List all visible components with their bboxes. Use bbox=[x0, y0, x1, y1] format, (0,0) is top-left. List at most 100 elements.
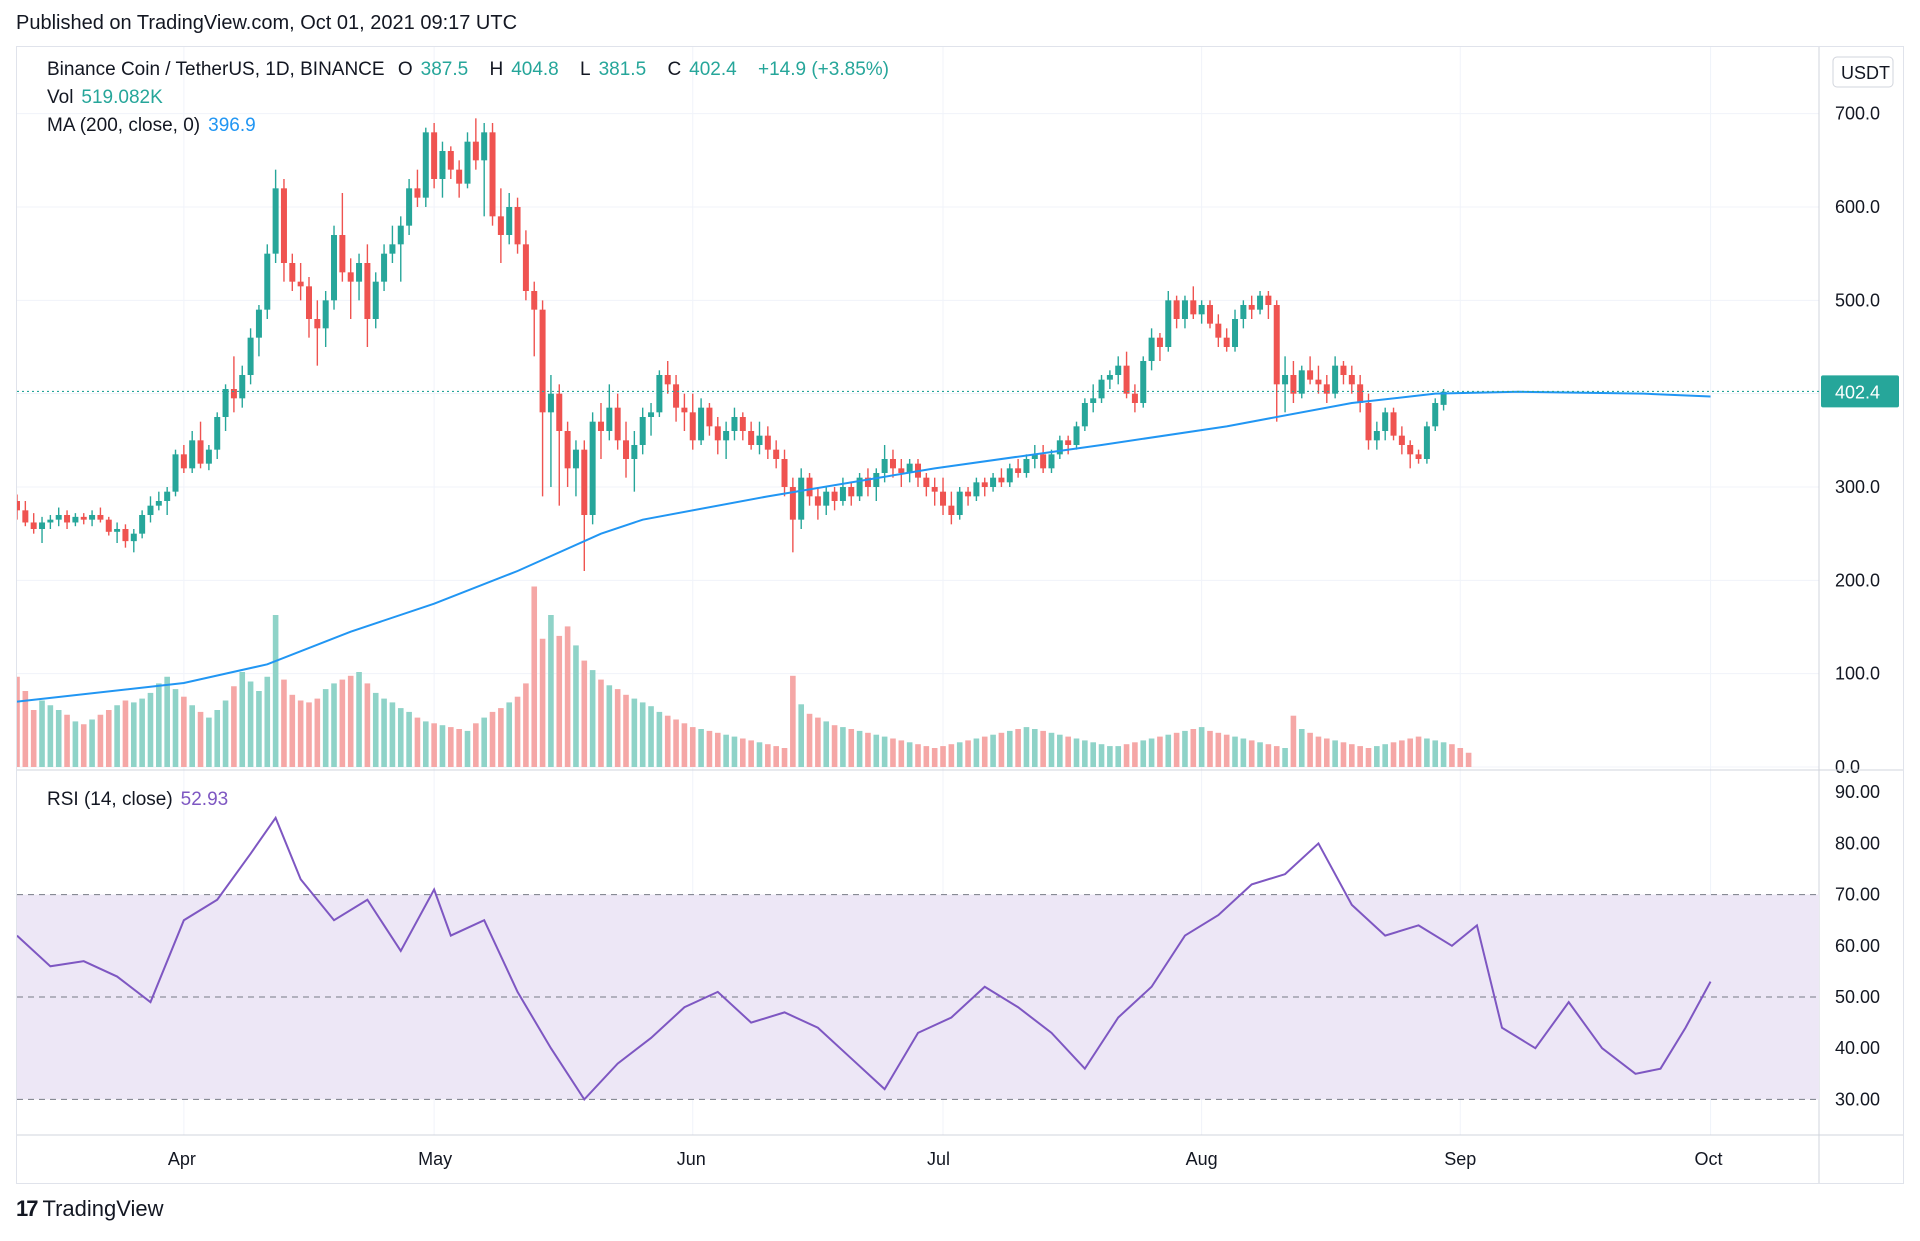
volume-bar bbox=[614, 689, 621, 767]
candle-body bbox=[1240, 305, 1247, 319]
volume-bar bbox=[1240, 738, 1247, 767]
candle-body bbox=[1215, 323, 1222, 338]
volume-bar bbox=[931, 748, 938, 767]
candle-body bbox=[614, 407, 621, 441]
volume-bar bbox=[539, 638, 546, 767]
candle-body bbox=[1006, 468, 1013, 483]
candle-body bbox=[130, 533, 137, 542]
candle-body bbox=[1257, 295, 1264, 310]
volume-bar bbox=[80, 724, 87, 767]
candle-body bbox=[1432, 403, 1439, 427]
candle-body bbox=[272, 188, 279, 254]
candle-body bbox=[414, 188, 421, 198]
volume-bar bbox=[1407, 738, 1414, 767]
volume-bar bbox=[1140, 740, 1147, 767]
candle-body bbox=[347, 272, 354, 282]
volume-bar bbox=[514, 696, 521, 767]
rsi-tick-label: 40.00 bbox=[1835, 1038, 1880, 1058]
candle-body bbox=[873, 473, 880, 487]
candle-body bbox=[623, 440, 630, 459]
candle-body bbox=[205, 449, 212, 464]
candle-body bbox=[1423, 426, 1430, 459]
volume-bar bbox=[589, 670, 596, 767]
candle-body bbox=[1332, 365, 1339, 394]
volume-bar bbox=[189, 705, 195, 767]
volume-bar bbox=[1332, 740, 1338, 767]
volume-bar bbox=[1098, 744, 1105, 767]
candle-body bbox=[940, 491, 947, 506]
candle-body bbox=[80, 516, 87, 520]
volume-bar bbox=[1073, 738, 1080, 767]
volume-bar bbox=[1298, 729, 1305, 767]
candle-body bbox=[589, 421, 596, 515]
candle-body bbox=[489, 132, 496, 217]
volume-bar bbox=[473, 723, 479, 767]
chart-svg[interactable]: 700.0600.0500.0400.0300.0200.0100.00.040… bbox=[17, 47, 1903, 1183]
volume-bar bbox=[1082, 740, 1088, 767]
candle-body bbox=[1315, 379, 1322, 385]
rsi-label: RSI (14, close) bbox=[47, 789, 173, 810]
candle-body bbox=[1073, 426, 1080, 445]
volume-bar bbox=[631, 698, 638, 767]
candle-body bbox=[673, 384, 680, 408]
candle-body bbox=[214, 417, 221, 450]
price-tick-label: 0.0 bbox=[1835, 757, 1860, 777]
volume-bar bbox=[322, 689, 329, 767]
candle-body bbox=[122, 529, 129, 542]
candle-body bbox=[1165, 300, 1172, 347]
candle-body bbox=[1223, 337, 1230, 347]
volume-bar bbox=[823, 721, 830, 767]
volume-bar bbox=[681, 723, 688, 767]
candle-body bbox=[506, 207, 513, 235]
volume-bar bbox=[856, 730, 863, 767]
volume-bar bbox=[1207, 730, 1213, 767]
volume-bar bbox=[673, 719, 679, 767]
volume-bar bbox=[431, 723, 437, 767]
chart-frame[interactable]: 700.0600.0500.0400.0300.0200.0100.00.040… bbox=[16, 46, 1904, 1184]
candle-body bbox=[1015, 468, 1022, 473]
volume-bar bbox=[1090, 742, 1096, 767]
candle-body bbox=[748, 431, 755, 445]
candle-body bbox=[823, 491, 830, 506]
price-tick-label: 100.0 bbox=[1835, 664, 1880, 684]
candle-body bbox=[464, 141, 471, 184]
candle-body bbox=[164, 491, 171, 501]
volume-bar bbox=[1031, 729, 1038, 767]
volume-bar bbox=[1424, 738, 1430, 767]
volume-bar bbox=[1115, 746, 1122, 767]
volume-bar bbox=[1415, 736, 1422, 767]
volume-bar bbox=[439, 725, 446, 767]
candle-body bbox=[714, 426, 721, 441]
volume-bar bbox=[781, 748, 788, 767]
candle-body bbox=[956, 491, 963, 515]
time-tick-label: Apr bbox=[168, 1149, 196, 1169]
footer-brand[interactable]: 17 TradingView bbox=[16, 1196, 164, 1222]
candle-body bbox=[422, 132, 429, 198]
candle-body bbox=[1173, 300, 1180, 319]
ma200-line bbox=[17, 390, 1711, 703]
volume-bar bbox=[664, 715, 671, 767]
ma-label: MA (200, close, 0) bbox=[47, 115, 201, 136]
volume-bar bbox=[998, 732, 1005, 767]
rsi-tick-label: 30.00 bbox=[1835, 1089, 1880, 1109]
candle-body bbox=[1248, 305, 1255, 310]
candle-body bbox=[222, 389, 229, 417]
volume-bar bbox=[381, 698, 387, 767]
candle-body bbox=[172, 454, 179, 492]
volume-bar bbox=[1065, 736, 1071, 767]
price-tick-label: 700.0 bbox=[1835, 104, 1880, 124]
volume-bar bbox=[564, 626, 571, 767]
candle-body bbox=[522, 244, 529, 291]
candle-body bbox=[798, 477, 805, 520]
volume-bar bbox=[30, 710, 37, 767]
volume-bar bbox=[1057, 734, 1063, 767]
volume-bar bbox=[531, 586, 538, 767]
volume-bar bbox=[147, 692, 154, 767]
volume-bar bbox=[356, 672, 362, 767]
volume-bar bbox=[915, 744, 921, 767]
candle-body bbox=[756, 435, 763, 445]
volume-bar bbox=[973, 738, 980, 767]
candle-body bbox=[1382, 412, 1389, 431]
candle-body bbox=[631, 445, 638, 459]
volume-bar bbox=[1190, 729, 1197, 767]
